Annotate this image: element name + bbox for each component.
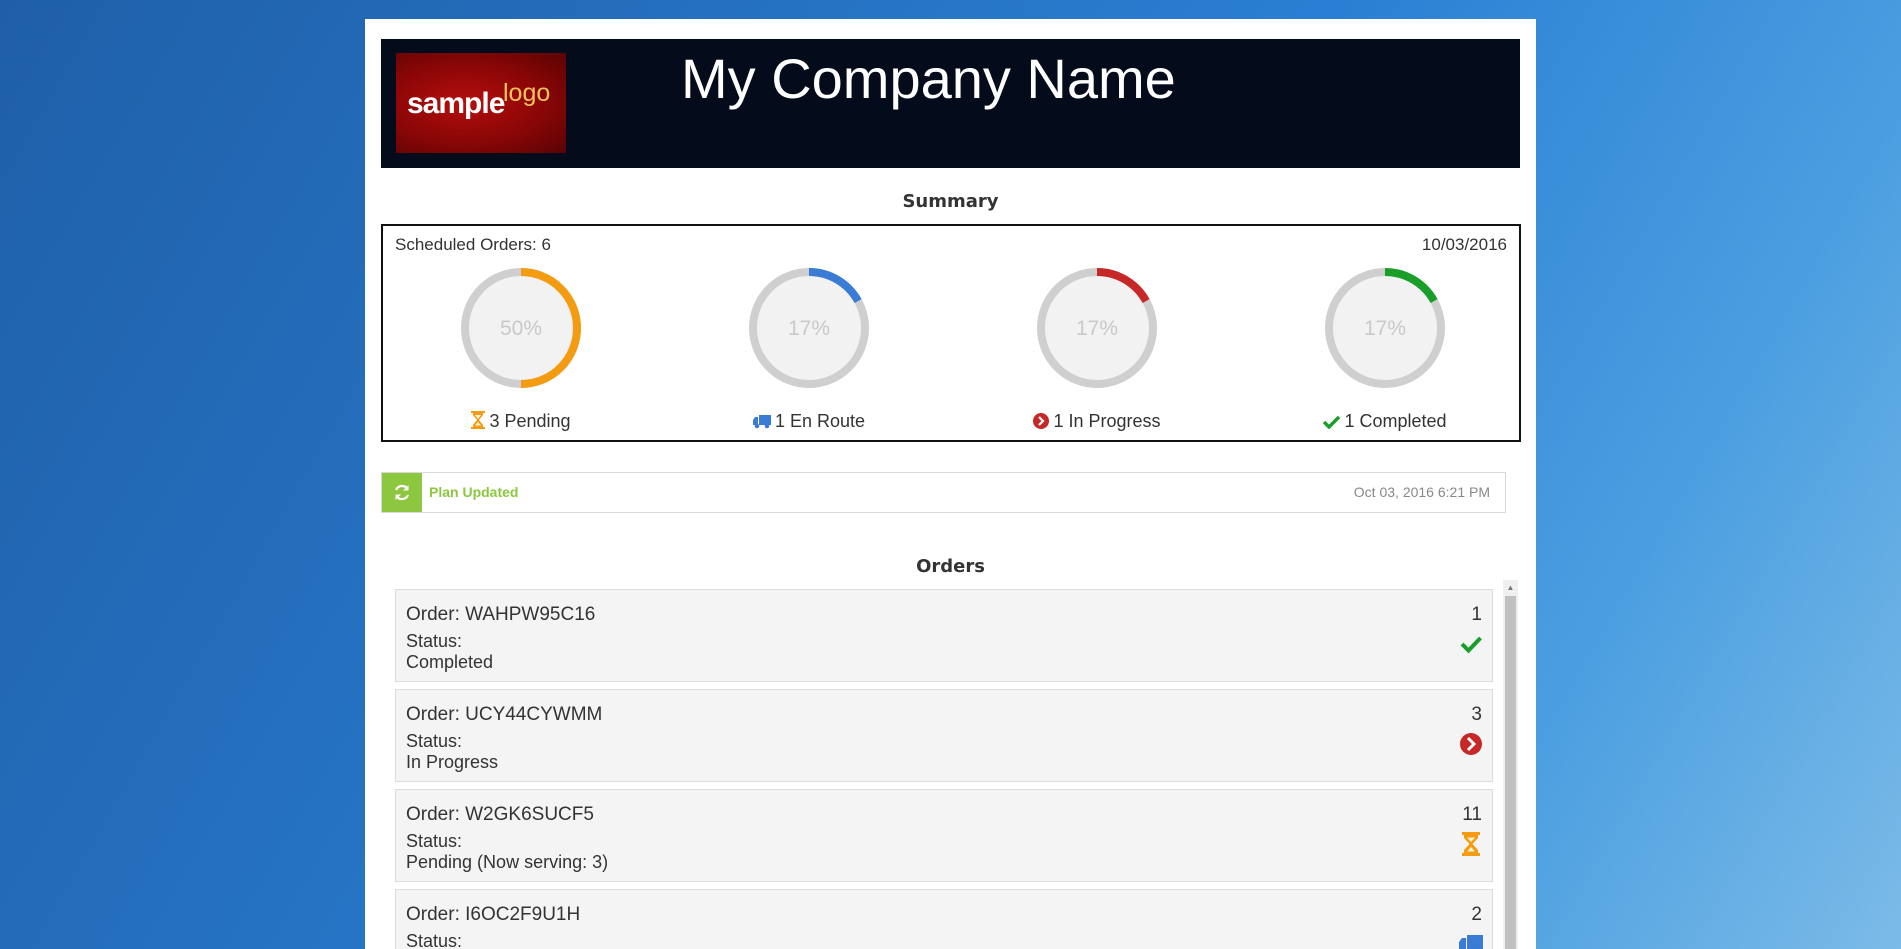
order-id: Order: I6OC2F9U1H [406,904,581,925]
chevron-circle-right-icon [1033,413,1050,429]
scrollbar-thumb[interactable] [1505,596,1516,949]
status-label: Status: [406,631,463,651]
scheduled-orders-count: Scheduled Orders: 6 [395,235,551,254]
hourglass-icon [471,411,486,429]
order-sequence-number: 3 [1471,704,1482,725]
orders-list[interactable]: Order: WAHPW95C16 Status: Completed 1 Or… [395,589,1495,949]
plan-updated-alert: Plan Updated Oct 03, 2016 6:21 PM [381,472,1506,513]
summary-panel: Scheduled Orders: 6 10/03/2016 50% 17% 1… [381,224,1521,442]
pending-percent: 50% [500,317,542,340]
donut-progress-arc [808,268,862,304]
in-progress-donut-chart: 17% [1037,268,1157,388]
completed-stat: 1 Completed [1265,411,1505,432]
summary-title: Summary [902,191,999,212]
order-card[interactable]: Order: WAHPW95C16 Status: Completed 1 [395,589,1493,682]
alert-icon-box [382,473,422,512]
status-value: Completed [406,652,494,672]
header-banner: sample logo My Company Name [381,39,1520,168]
en-route-stat: 1 En Route [689,411,929,432]
pending-donut-chart: 50% [461,268,581,388]
status-value: Pending (Now serving: 3) [406,852,609,872]
order-id: Order: W2GK6SUCF5 [406,804,594,825]
chevron-circle-right-icon [1460,733,1482,755]
pending-label: 3 Pending [489,411,571,431]
in-progress-stat: 1 In Progress [977,411,1217,432]
orders-scrollbar[interactable]: ▲ [1503,580,1518,949]
status-value: In Progress [406,752,499,772]
order-sequence-number: 11 [1462,804,1482,825]
truck-icon [752,415,771,429]
order-card[interactable]: Order: UCY44CYWMM Status: In Progress 3 [395,689,1493,782]
order-id: Order: WAHPW95C16 [406,604,596,625]
status-label: Status: [406,931,463,949]
app-page: sample logo My Company Name Summary Sche… [365,19,1536,949]
refresh-icon [394,484,410,501]
en-route-donut-chart: 17% [749,268,869,388]
donut-progress-arc [520,268,581,388]
order-id: Order: UCY44CYWMM [406,704,603,725]
pending-stat: 3 Pending [401,411,641,432]
in-progress-label: 1 In Progress [1053,411,1161,431]
order-card[interactable]: Order: I6OC2F9U1H Status: 2 [395,889,1493,949]
order-card[interactable]: Order: W2GK6SUCF5 Status: Pending (Now s… [395,789,1493,882]
alert-text: Plan Updated [429,484,519,500]
orders-title: Orders [916,556,985,577]
check-icon [1323,415,1341,429]
status-label: Status: [406,731,463,751]
order-sequence-number: 2 [1471,904,1482,925]
company-logo: sample logo [396,53,566,153]
scroll-up-arrow-icon[interactable]: ▲ [1506,583,1515,592]
truck-icon [1459,935,1483,949]
completed-label: 1 Completed [1344,411,1447,431]
logo-word-2: logo [503,79,551,107]
donut-progress-arc [1096,268,1150,304]
completed-percent: 17% [1364,317,1406,340]
en-route-percent: 17% [788,317,830,340]
hourglass-icon [1462,832,1480,856]
status-label: Status: [406,831,463,851]
logo-word-1: sample [407,87,505,120]
in-progress-percent: 17% [1076,317,1118,340]
check-icon [1460,636,1482,654]
company-name: My Company Name [681,47,1176,110]
donut-progress-arc [1384,268,1438,304]
en-route-label: 1 En Route [774,411,866,431]
alert-timestamp: Oct 03, 2016 6:21 PM [1353,484,1490,500]
completed-donut-chart: 17% [1325,268,1445,388]
order-sequence-number: 1 [1471,604,1482,625]
summary-date: 10/03/2016 [1421,235,1507,254]
